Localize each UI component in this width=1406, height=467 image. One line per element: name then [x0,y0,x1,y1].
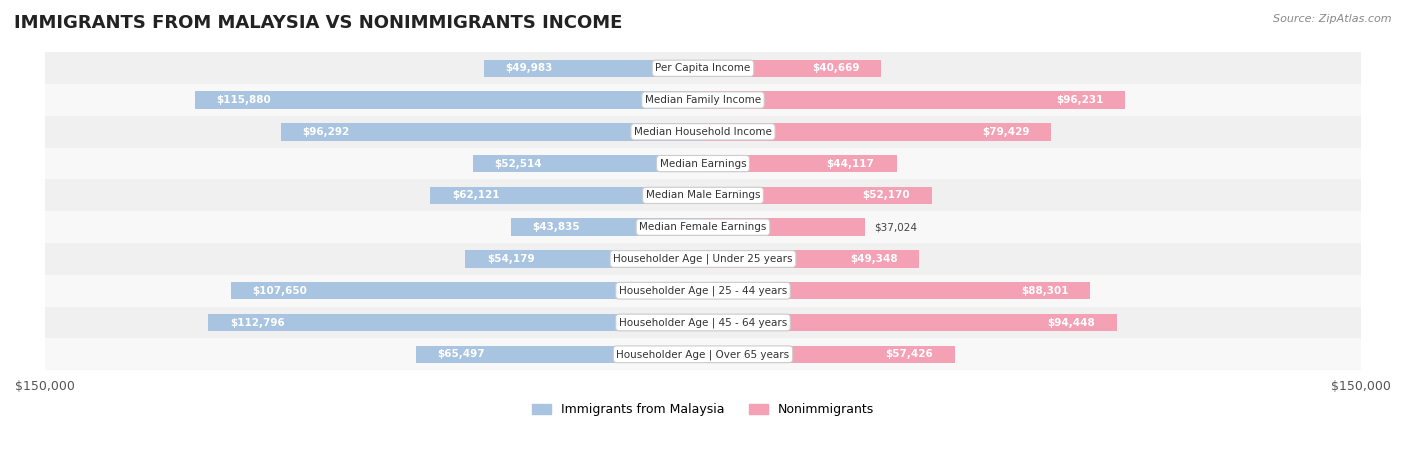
Bar [472,155,703,172]
Bar [416,346,703,363]
Bar [45,116,1361,148]
Text: $43,835: $43,835 [533,222,581,232]
Bar [703,91,1125,109]
Bar [465,250,703,268]
Text: $107,650: $107,650 [253,286,308,296]
Text: Median Household Income: Median Household Income [634,127,772,137]
Bar [703,282,1091,299]
Text: $96,292: $96,292 [302,127,350,137]
Text: Median Family Income: Median Family Income [645,95,761,105]
Text: $62,121: $62,121 [453,191,501,200]
Text: Median Male Earnings: Median Male Earnings [645,191,761,200]
Bar [703,155,897,172]
Text: Householder Age | 25 - 44 years: Householder Age | 25 - 44 years [619,285,787,296]
Bar [231,282,703,299]
Bar [430,187,703,204]
Text: $54,179: $54,179 [488,254,534,264]
Text: $88,301: $88,301 [1021,286,1069,296]
Legend: Immigrants from Malaysia, Nonimmigrants: Immigrants from Malaysia, Nonimmigrants [527,398,879,421]
Text: Per Capita Income: Per Capita Income [655,63,751,73]
Bar [45,84,1361,116]
Text: Householder Age | 45 - 64 years: Householder Age | 45 - 64 years [619,317,787,328]
Bar [194,91,703,109]
Text: $49,983: $49,983 [506,63,553,73]
Text: $37,024: $37,024 [875,222,917,232]
Text: Source: ZipAtlas.com: Source: ZipAtlas.com [1274,14,1392,24]
Bar [208,314,703,331]
Bar [703,187,932,204]
Text: $49,348: $49,348 [851,254,897,264]
Text: $40,669: $40,669 [813,63,859,73]
Text: $79,429: $79,429 [981,127,1029,137]
Bar [45,243,1361,275]
Bar [45,179,1361,211]
Bar [45,52,1361,84]
Bar [45,275,1361,307]
Text: IMMIGRANTS FROM MALAYSIA VS NONIMMIGRANTS INCOME: IMMIGRANTS FROM MALAYSIA VS NONIMMIGRANT… [14,14,623,32]
Text: $96,231: $96,231 [1056,95,1104,105]
Bar [510,219,703,236]
Bar [281,123,703,141]
Text: $112,796: $112,796 [231,318,285,327]
Text: $52,170: $52,170 [862,191,910,200]
Text: $57,426: $57,426 [886,349,934,359]
Bar [703,250,920,268]
Bar [45,339,1361,370]
Bar [703,219,866,236]
Bar [45,211,1361,243]
Text: $44,117: $44,117 [827,159,875,169]
Text: $115,880: $115,880 [217,95,271,105]
Bar [45,148,1361,179]
Bar [703,314,1118,331]
Text: Householder Age | Under 25 years: Householder Age | Under 25 years [613,254,793,264]
Bar [703,59,882,77]
Bar [703,346,955,363]
Bar [45,307,1361,339]
Text: $65,497: $65,497 [437,349,485,359]
Text: Householder Age | Over 65 years: Householder Age | Over 65 years [616,349,790,360]
Text: Median Earnings: Median Earnings [659,159,747,169]
Bar [484,59,703,77]
Text: $52,514: $52,514 [495,159,543,169]
Bar [703,123,1052,141]
Text: Median Female Earnings: Median Female Earnings [640,222,766,232]
Text: $94,448: $94,448 [1047,318,1095,327]
